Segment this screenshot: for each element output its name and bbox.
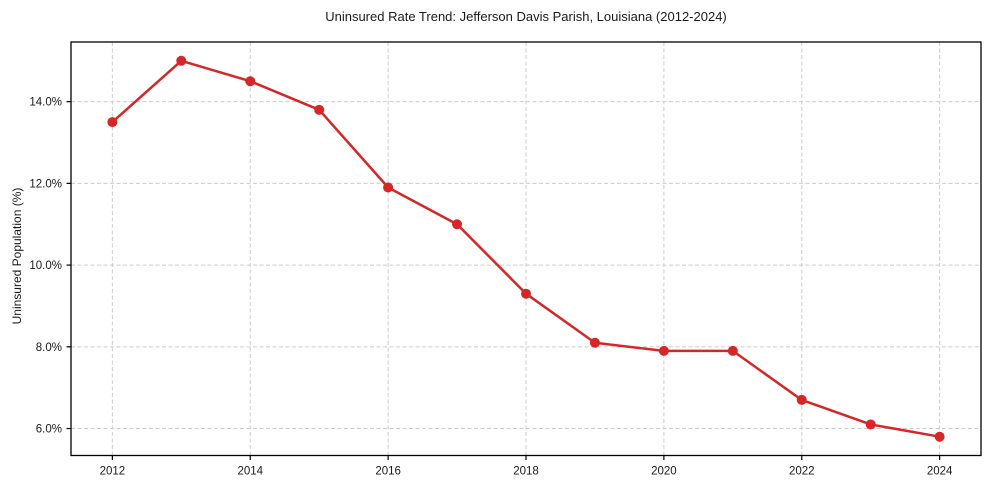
data-point bbox=[658, 345, 669, 356]
data-point bbox=[727, 345, 738, 356]
x-tick-label: 2018 bbox=[513, 466, 539, 478]
y-tick-label: 12.0% bbox=[29, 178, 62, 190]
data-point bbox=[314, 104, 325, 115]
x-tick-label: 2014 bbox=[237, 466, 263, 478]
x-tick-label: 2016 bbox=[375, 466, 401, 478]
data-point bbox=[107, 117, 118, 128]
data-point bbox=[383, 182, 394, 193]
x-tick-label: 2012 bbox=[100, 466, 126, 478]
data-point bbox=[865, 419, 876, 430]
chart-title: Uninsured Rate Trend: Jefferson Davis Pa… bbox=[325, 9, 727, 24]
x-tick-label: 2024 bbox=[927, 466, 953, 478]
y-tick-label: 8.0% bbox=[36, 342, 62, 354]
y-tick-label: 14.0% bbox=[29, 97, 62, 109]
data-point bbox=[934, 431, 945, 442]
y-tick-label: 10.0% bbox=[29, 260, 62, 272]
data-point bbox=[796, 394, 807, 405]
data-point bbox=[521, 288, 531, 299]
x-tick-label: 2022 bbox=[789, 466, 815, 478]
data-point bbox=[452, 219, 463, 230]
y-tick-label: 6.0% bbox=[36, 424, 62, 436]
x-tick-label: 2020 bbox=[651, 466, 677, 478]
data-point bbox=[176, 55, 187, 66]
data-point bbox=[245, 76, 256, 87]
data-point bbox=[589, 337, 600, 348]
